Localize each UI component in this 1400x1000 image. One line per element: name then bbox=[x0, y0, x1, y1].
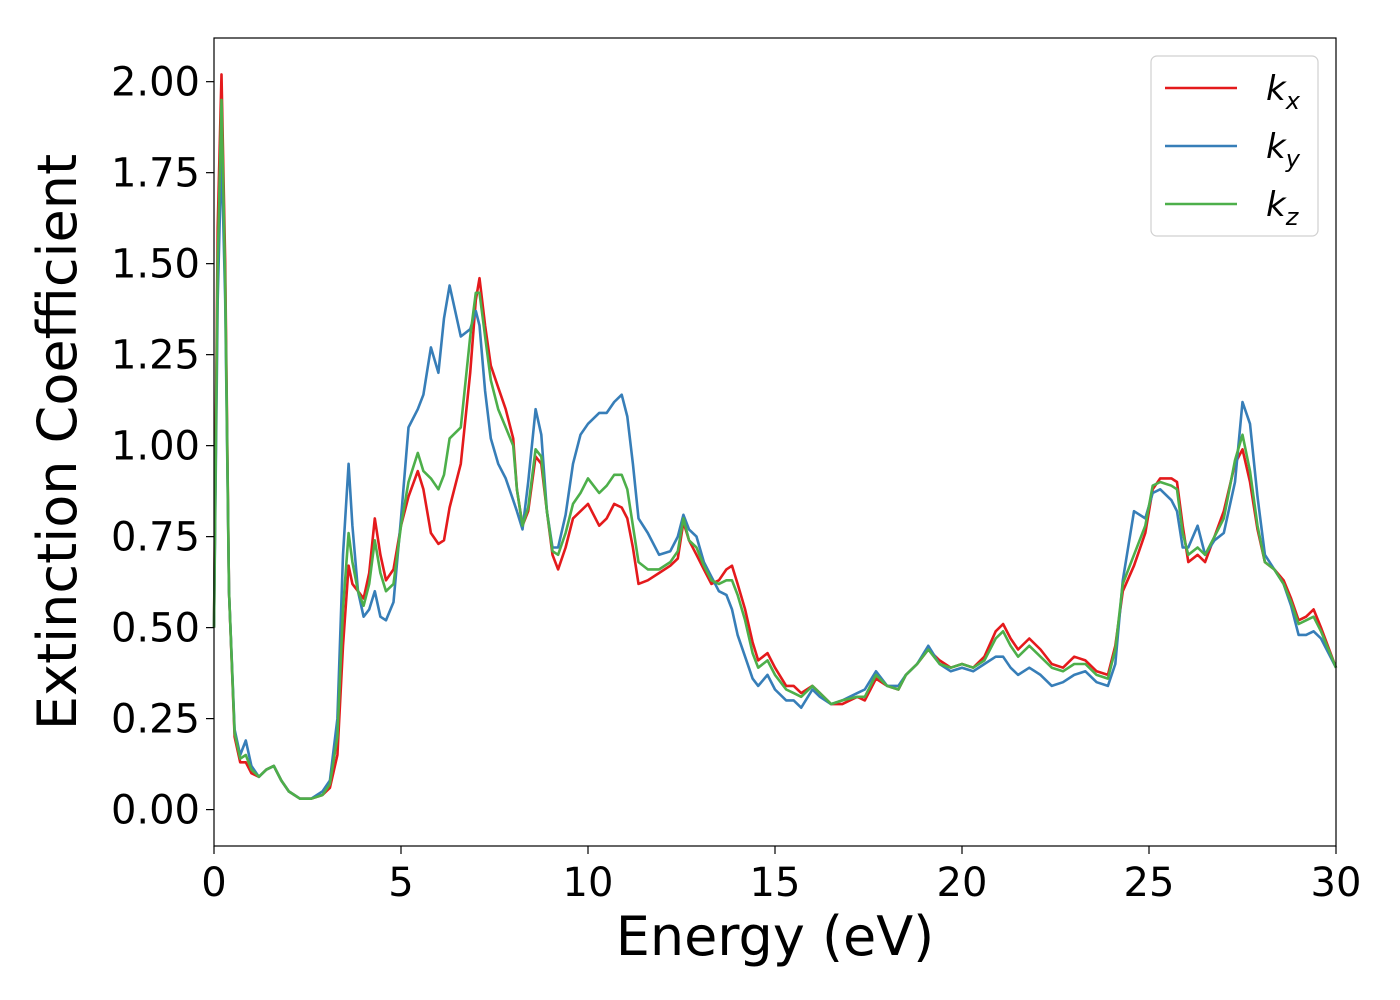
y-axis-title: Extinction Coefficient bbox=[26, 154, 89, 730]
y-tick-label: 1.25 bbox=[111, 333, 200, 379]
legend-label-k_y: ky bbox=[1266, 127, 1301, 173]
legend: kx ky kz bbox=[1150, 55, 1319, 237]
series-line-k_z bbox=[212, 98, 1338, 800]
y-axis: 0.00 0.25 0.50 0.75 1.00 1.25 1.50 1.75 2.00 bbox=[111, 60, 214, 834]
series-layer bbox=[212, 73, 1338, 800]
legend-label-k_z: kz bbox=[1266, 185, 1300, 231]
y-tick-label: 1.00 bbox=[111, 424, 200, 470]
x-tick-label: 15 bbox=[750, 860, 801, 906]
x-tick-label: 30 bbox=[1311, 860, 1362, 906]
y-tick-label: 1.75 bbox=[111, 151, 200, 197]
y-tick-label: 2.00 bbox=[111, 60, 200, 106]
series-line-k_y bbox=[212, 149, 1338, 800]
y-tick-label: 0.50 bbox=[111, 606, 200, 652]
x-tick-label: 0 bbox=[201, 860, 226, 906]
y-tick-label: 0.25 bbox=[111, 697, 200, 743]
y-tick-label: 0.00 bbox=[111, 788, 200, 834]
x-tick-label: 20 bbox=[937, 860, 988, 906]
x-axis-title: Energy (eV) bbox=[616, 905, 935, 968]
x-tick-label: 25 bbox=[1124, 860, 1175, 906]
y-tick-label: 1.50 bbox=[111, 242, 200, 288]
y-tick-label: 0.75 bbox=[111, 515, 200, 561]
x-tick-label: 5 bbox=[388, 860, 413, 906]
x-axis: 0 5 10 15 20 25 30 bbox=[201, 846, 1361, 906]
legend-label-k_x: kx bbox=[1266, 69, 1301, 115]
x-tick-label: 10 bbox=[563, 860, 614, 906]
series-line-k_x bbox=[212, 73, 1338, 800]
